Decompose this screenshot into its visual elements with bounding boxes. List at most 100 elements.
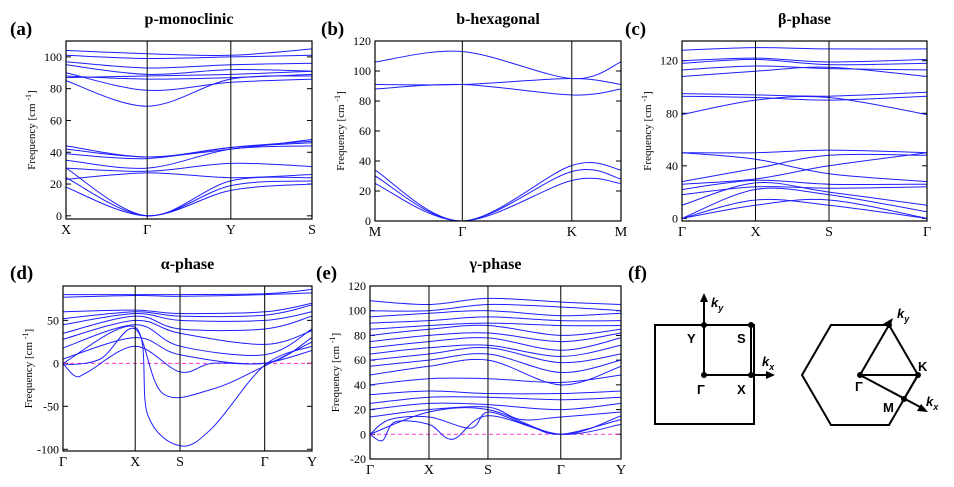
kpoint-label: Y [226, 223, 236, 238]
phonon-band [682, 182, 927, 206]
phonon-band [370, 396, 621, 404]
phonon-band [682, 179, 927, 190]
kpoint-label: Γ [143, 223, 151, 238]
kpoint-label: S [825, 225, 833, 240]
y-tick-label: 120 [660, 54, 678, 68]
y-axis-label: Frequency [cm -1] [640, 91, 654, 170]
phonon-band [682, 152, 927, 183]
kpoint-label: Γ [59, 455, 67, 470]
gamma-point-hex [857, 372, 863, 378]
chart-title: b-hexagonal [456, 11, 540, 28]
y-tick-label: -100 [37, 442, 59, 456]
phonon-band [375, 50, 621, 80]
phonon-band [66, 167, 312, 217]
y-tick-label: -20 [350, 452, 366, 466]
phonon-band [66, 70, 312, 79]
kx-arrow-icon-hex [917, 404, 928, 412]
ky-label-hex: ky [897, 306, 910, 324]
phonon-band [370, 415, 621, 442]
chart-panel-4: (e) γ-phase Frequency [cm -1] -20 0 20 40 60 80 1… [316, 256, 626, 478]
y-tick-label: 40 [666, 159, 678, 173]
ky-arrow-icon [700, 293, 708, 302]
phonon-band [682, 65, 927, 71]
phonon-band [66, 162, 312, 172]
chart-panel-1: (b) b-hexagonal Frequency [cm -1] 0 20 40 60 80… [321, 11, 628, 240]
y-tick-label: 0 [672, 211, 678, 225]
phonon-band [66, 54, 312, 60]
phonon-band [682, 95, 927, 116]
y-tick-label: 80 [666, 106, 678, 120]
phonon-band [682, 57, 927, 63]
phonon-band [66, 61, 312, 69]
kpoint-label: K [567, 225, 577, 240]
kpoint-label: X [130, 455, 140, 470]
phonon-band [682, 186, 927, 196]
s-label: S [737, 331, 746, 346]
band-group [63, 288, 312, 447]
y-tick-label: 50 [47, 313, 59, 327]
plot-frame [369, 285, 622, 460]
phonon-band [66, 139, 312, 158]
phonon-band [682, 187, 927, 219]
k-to-m-path [903, 374, 919, 400]
phonon-band [682, 153, 927, 183]
band-structure-panels: (a) p-monoclinic Frequency [cm -1] 0 20 40 60 8… [10, 11, 931, 478]
kpoint-label: S [308, 223, 316, 238]
phonon-band [66, 142, 312, 158]
phonon-band [66, 172, 312, 180]
y-tick-label: 20 [50, 177, 62, 191]
chart-title: β-phase [778, 11, 831, 28]
y-point [701, 322, 707, 328]
y-tick-label: -50 [43, 399, 59, 413]
y-tick-label: 80 [50, 82, 62, 96]
band-group [375, 50, 621, 221]
hexagonal-brillouin-zone: ky kx K Γ M [800, 306, 939, 426]
phonon-band [682, 198, 927, 219]
phonon-band [375, 83, 621, 96]
phonon-band [66, 73, 312, 80]
phonon-band [682, 91, 927, 97]
s-point [748, 322, 754, 328]
plot-frame [374, 40, 622, 222]
phonon-band [682, 95, 927, 101]
phonon-band [370, 374, 621, 386]
brillouin-zone-panel: (f) ky kx Y S Γ X [628, 263, 939, 426]
phonon-band [63, 315, 312, 334]
panel-label: (c) [625, 19, 646, 40]
kx-axis-hex [859, 374, 923, 409]
phonon-band [63, 319, 312, 345]
y-tick-label: 60 [50, 113, 62, 127]
gamma-label: Γ [697, 382, 705, 397]
y-axis-label: Frequency [cm -1] [21, 329, 35, 408]
kpoint-label: Γ [678, 225, 686, 240]
chart-title: γ-phase [469, 256, 522, 273]
phonon-band [375, 162, 621, 221]
y-axis-label: Frequency [cm -1] [333, 91, 347, 170]
kpoint-label: S [484, 463, 492, 478]
y-tick-label: 20 [359, 184, 371, 198]
y-tick-label: 80 [359, 94, 371, 108]
chart-title: α-phase [161, 256, 214, 273]
kx-label-hex: kx [926, 394, 939, 412]
top-vertex-point [886, 322, 892, 328]
y-tick-label: 120 [348, 279, 366, 293]
phonon-band [370, 358, 621, 386]
y-axis-label: Frequency [cm -1] [328, 333, 342, 412]
y-tick-label: 40 [354, 378, 366, 392]
phonon-band [682, 66, 927, 77]
band-group [370, 297, 621, 442]
y-tick-label: 0 [365, 214, 371, 228]
y-tick-label: 40 [359, 154, 371, 168]
phonon-band [66, 183, 312, 217]
x-point [748, 372, 754, 378]
band-group [682, 47, 927, 219]
phonon-band [370, 316, 621, 324]
k-point [915, 372, 921, 378]
ky-axis-hex [859, 324, 890, 376]
y-tick-label: 20 [354, 403, 366, 417]
phonon-band [370, 390, 621, 396]
y-tick-label: 0 [56, 209, 62, 223]
m-point [901, 396, 907, 402]
phonon-band [63, 337, 312, 365]
